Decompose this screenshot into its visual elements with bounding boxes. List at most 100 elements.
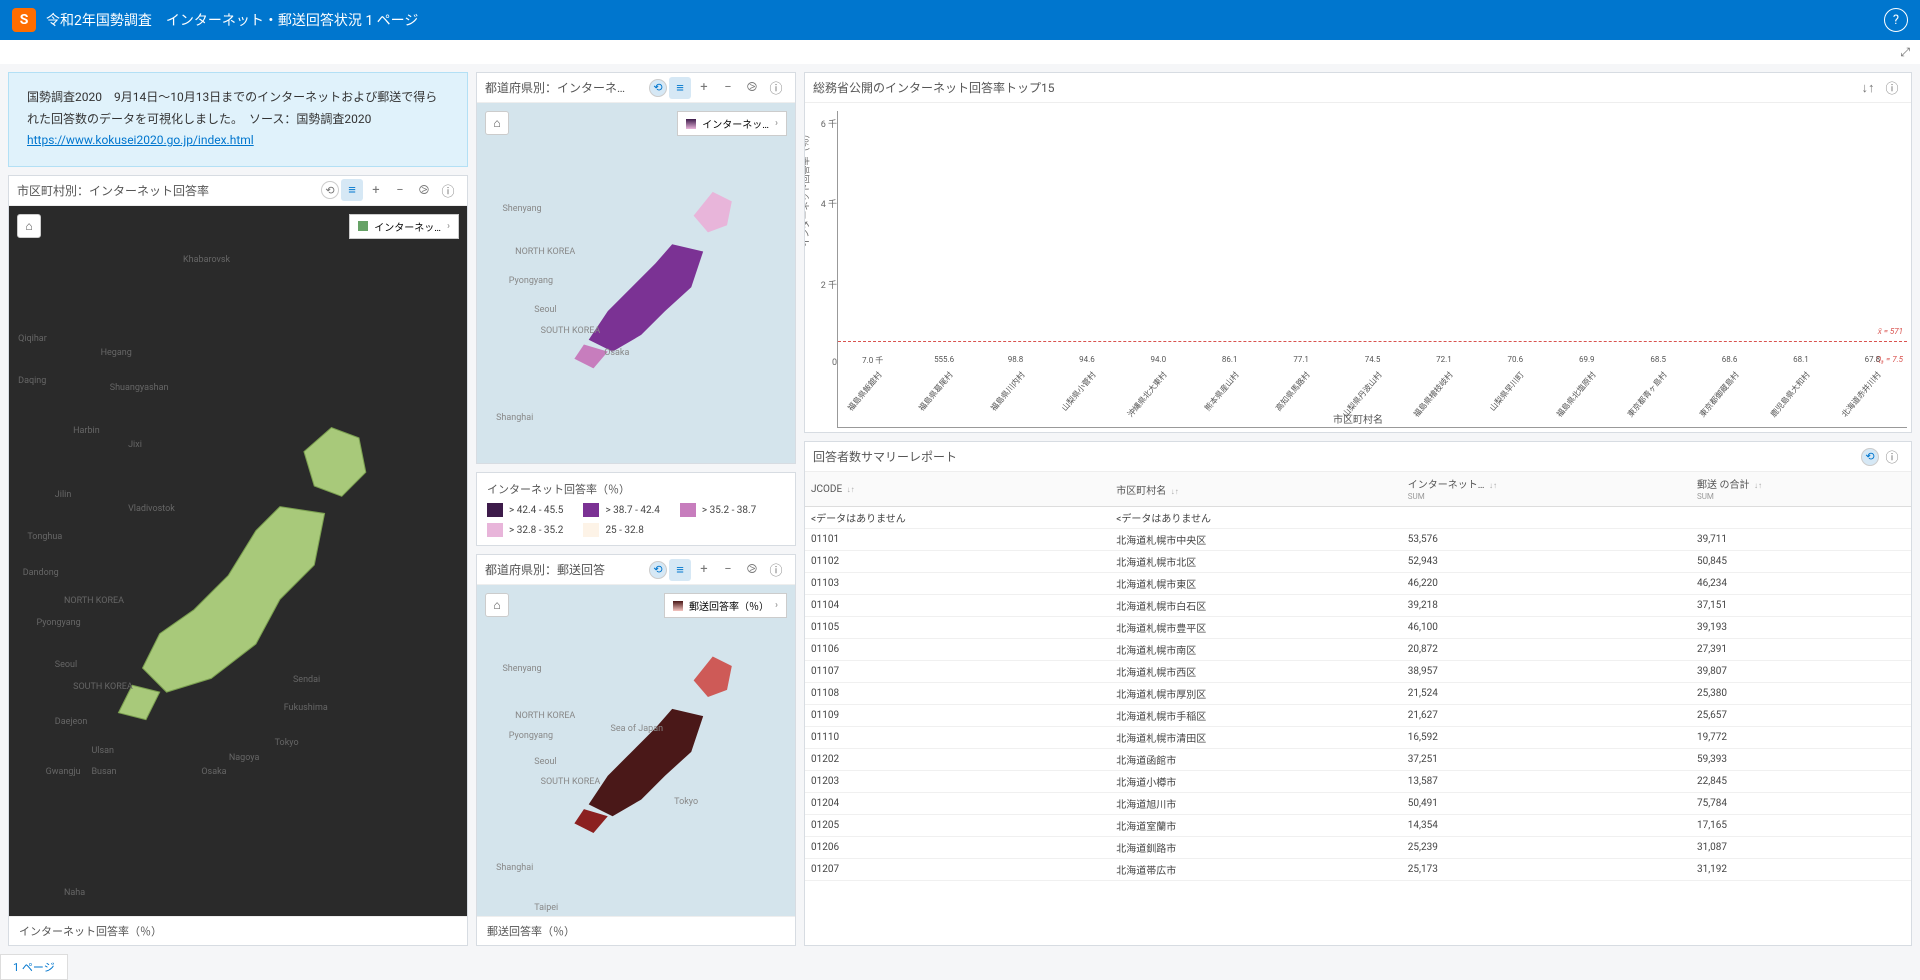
info-text: 国勢調査2020 9月14日～10月13日までのインターネットおよび郵送で得られ… <box>27 90 437 126</box>
minus-icon[interactable]: − <box>717 77 739 99</box>
legend-toggle[interactable]: インターネッ… › <box>349 214 459 239</box>
page-tab[interactable]: 1 ページ <box>0 954 68 980</box>
plus-icon[interactable]: + <box>693 77 715 99</box>
chevron-right-icon: › <box>447 221 450 232</box>
home-icon[interactable]: ⌂ <box>17 214 41 238</box>
map-label: Khabarovsk <box>183 255 230 265</box>
legend-toggle[interactable]: 郵送回答率（％） › <box>664 593 787 618</box>
table-row[interactable]: 01104北海道札幌市白石区39,21837,151 <box>805 595 1911 617</box>
app-logo: S <box>12 8 36 32</box>
info-panel: 国勢調査2020 9月14日～10月13日までのインターネットおよび郵送で得られ… <box>8 72 468 167</box>
map-label: Daejeon <box>55 717 88 727</box>
map-panel-municipality: 市区町村別：インターネット回答率 ⟲ ≡ + − ⧁ ⓘ ⌂ インターネッ… › <box>8 175 468 946</box>
table-row[interactable]: 01202北海道函館市37,25159,393 <box>805 749 1911 771</box>
search-icon[interactable]: ⧁ <box>741 559 763 581</box>
map-label: Pyongyang <box>36 618 80 628</box>
legend-panel-internet: インターネット回答率（％） > 42.4 - 45.5> 38.7 - 42.4… <box>476 472 796 546</box>
table-row[interactable]: 01102北海道札幌市北区52,94350,845 <box>805 551 1911 573</box>
info-icon[interactable]: ⓘ <box>437 179 459 201</box>
panel-title: 回答者数サマリーレポート <box>813 448 1861 465</box>
plus-icon[interactable]: + <box>693 559 715 581</box>
sub-toolbar: ⤢ <box>0 40 1920 64</box>
link-icon[interactable]: ⟲ <box>649 79 667 97</box>
link-icon[interactable]: ⟲ <box>649 561 667 579</box>
map-canvas-dark[interactable]: ⌂ インターネッ… › KhabarovskQiqiharHegangDaqin… <box>9 206 467 916</box>
map-label: Naha <box>64 888 85 898</box>
x-axis-label: 市区町村名 <box>1333 411 1383 426</box>
table-panel-summary: 回答者数サマリーレポート ⟲ ⓘ JCODE ↓↑市区町村名 ↓↑インターネット… <box>804 441 1912 946</box>
table-row[interactable]: 01203北海道小樽市13,58722,845 <box>805 771 1911 793</box>
table-row[interactable]: 01105北海道札幌市豊平区46,10039,193 <box>805 617 1911 639</box>
bars-area: x̄ = 571 Q₃ = 7.5 7.0 千福島県飯舘村555.6福島県葛尾村… <box>837 111 1907 428</box>
search-icon[interactable]: ⧁ <box>413 179 435 201</box>
table-row[interactable]: 01108北海道札幌市厚別区21,52425,380 <box>805 683 1911 705</box>
minus-icon[interactable]: − <box>717 559 739 581</box>
app-header: S 令和2年国勢調査 インターネット・郵送回答状況 1 ページ ? <box>0 0 1920 40</box>
column-header[interactable]: 市区町村名 ↓↑ <box>1110 472 1402 507</box>
legend-item: > 35.2 - 38.7 <box>680 503 756 517</box>
column-header[interactable]: JCODE ↓↑ <box>805 472 1110 507</box>
table-row[interactable]: 01109北海道札幌市手稲区21,62725,657 <box>805 705 1911 727</box>
y-axis: 6 千4 千2 千0 <box>809 111 837 428</box>
info-icon[interactable]: ⓘ <box>765 559 787 581</box>
sort-icon[interactable]: ↓↑ <box>1857 77 1879 99</box>
info-icon[interactable]: ⓘ <box>765 77 787 99</box>
map-label: Taipei <box>534 903 558 913</box>
home-icon[interactable]: ⌂ <box>485 593 509 617</box>
info-link[interactable]: https://www.kokusei2020.go.jp/index.html <box>27 133 254 147</box>
map-label: Dandong <box>23 568 59 578</box>
column-header[interactable]: 郵送 の合計 ↓↑SUM <box>1691 472 1911 507</box>
table-row[interactable]: 01106北海道札幌市南区20,87227,391 <box>805 639 1911 661</box>
map-panel-prefecture-mail: 都道府県別：郵送回答 ⟲ ≡ + − ⧁ ⓘ ⌂ 郵送回答率（％） › <box>476 554 796 946</box>
panel-title: 総務省公開のインターネット回答率トップ15 <box>813 79 1857 96</box>
panel-title: 都道府県別：インターネ… <box>485 79 649 96</box>
map-canvas-light[interactable]: ⌂ 郵送回答率（％） › ShenyangNORTH KOREAPyongyan… <box>477 585 795 916</box>
map-canvas-light[interactable]: ⌂ インターネッ… › ShenyangNORTH KOREAPyongyang… <box>477 103 795 463</box>
search-icon[interactable]: ⧁ <box>741 77 763 99</box>
app-title: 令和2年国勢調査 インターネット・郵送回答状況 1 ページ <box>46 10 1884 30</box>
chevron-right-icon: › <box>775 118 778 129</box>
reference-mean-label: x̄ = 571 <box>1878 327 1903 336</box>
link-icon[interactable]: ⟲ <box>321 181 339 199</box>
bar-chart[interactable]: インターネット回答率（％） 6 千4 千2 千0 x̄ = 571 Q₃ = 7… <box>809 111 1907 428</box>
info-icon[interactable]: ⓘ <box>1881 446 1903 468</box>
minus-icon[interactable]: − <box>389 179 411 201</box>
help-icon[interactable]: ? <box>1884 8 1908 32</box>
table-row[interactable]: 01204北海道旭川市50,49175,784 <box>805 793 1911 815</box>
column-header[interactable]: インターネット… ↓↑SUM <box>1402 472 1691 507</box>
info-icon[interactable]: ⓘ <box>1881 77 1903 99</box>
map-label: Shenyang <box>502 204 541 214</box>
legend-item: 25 - 32.8 <box>583 523 643 537</box>
chevron-right-icon: › <box>775 600 778 611</box>
list-icon[interactable]: ≡ <box>669 77 691 99</box>
link-icon[interactable]: ⟲ <box>1861 448 1879 466</box>
y-axis-label: インターネット回答率（％） <box>805 129 812 246</box>
summary-table[interactable]: JCODE ↓↑市区町村名 ↓↑インターネット… ↓↑SUM郵送 の合計 ↓↑S… <box>805 472 1911 881</box>
table-row[interactable]: 01110北海道札幌市清田区16,59219,772 <box>805 727 1911 749</box>
table-row[interactable]: 01207北海道帯広市25,17331,192 <box>805 859 1911 881</box>
japan-silhouette <box>541 611 780 902</box>
panel-footer: インターネット回答率（％） <box>9 916 467 945</box>
fullscreen-icon[interactable]: ⤢ <box>1900 45 1910 60</box>
home-icon[interactable]: ⌂ <box>485 111 509 135</box>
plus-icon[interactable]: + <box>365 179 387 201</box>
table-row[interactable]: 01205北海道室蘭市14,35417,165 <box>805 815 1911 837</box>
list-icon[interactable]: ≡ <box>669 559 691 581</box>
map-label: Jilin <box>55 490 72 500</box>
japan-silhouette <box>541 139 780 445</box>
map-label: Qiqihar <box>18 334 47 344</box>
table-row[interactable]: 01101北海道札幌市中央区53,57639,711 <box>805 529 1911 551</box>
list-icon[interactable]: ≡ <box>341 179 363 201</box>
table-row[interactable]: 01107北海道札幌市西区38,95739,807 <box>805 661 1911 683</box>
table-row[interactable]: 01103北海道札幌市東区46,22046,234 <box>805 573 1911 595</box>
legend-toggle[interactable]: インターネッ… › <box>677 111 787 136</box>
dashboard-grid: 国勢調査2020 9月14日～10月13日までのインターネットおよび郵送で得られ… <box>0 64 1920 954</box>
legend-item: > 42.4 - 45.5 <box>487 503 563 517</box>
panel-title: 都道府県別：郵送回答 <box>485 561 649 578</box>
map-panel-prefecture-internet: 都道府県別：インターネ… ⟲ ≡ + − ⧁ ⓘ ⌂ インターネッ… › <box>476 72 796 464</box>
panel-footer: 郵送回答率（％） <box>477 916 795 945</box>
legend-title: インターネット回答率（％） <box>487 481 785 497</box>
legend-item: > 32.8 - 35.2 <box>487 523 563 537</box>
table-row[interactable]: 01206北海道釧路市25,23931,087 <box>805 837 1911 859</box>
japan-silhouette <box>91 291 435 873</box>
